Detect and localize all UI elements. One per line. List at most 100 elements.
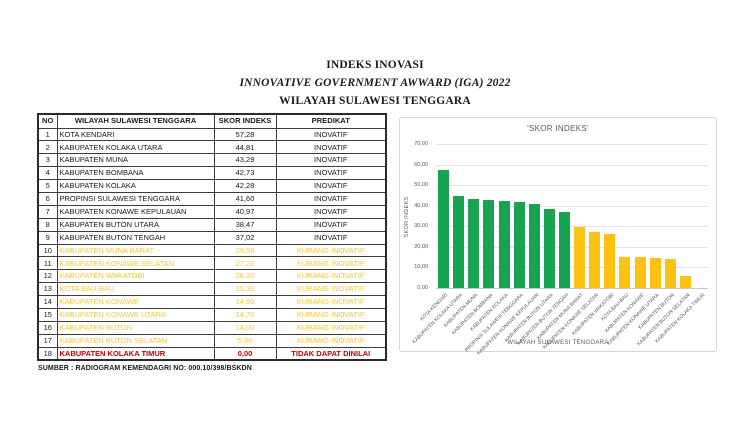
cell-predikat: KURANG INOVATIF [275,243,387,258]
table-row: 12 KABUPATEN WAKATOBI 26,30 KURANG INOVATIF [37,269,387,284]
table-row: 2 KABUPATEN KOLAKA UTARA 44,81 INOVATIF [37,140,387,155]
cell-no: 10 [37,243,58,258]
table-row: 14 KABUPATEN KONAWE 14,90 KURANG INOVATIF [37,295,387,309]
plot-area [436,144,708,289]
bar-kabupaten-buton-utara [543,208,555,288]
y-tick-label: 30,00 [414,223,428,230]
cell-predikat: INOVATIF [275,166,387,181]
bar-kabupaten-konawe-kepulauan [528,203,540,288]
cell-skor: 40,97 [213,204,277,219]
table-header-row: NO WILAYAH SULAWESI TENGGARA SKOR INDEKS… [37,113,387,129]
cell-skor: 37,02 [213,230,277,245]
cell-wilayah: KABUPATEN BUTON SELATAN [56,333,215,348]
bar-propinsi-sulawesi-tenggara [513,202,525,288]
gridline [436,144,708,145]
cell-predikat: INOVATIF [275,140,387,155]
chart-panel: 'SKOR INDEKS' SKOR INDEKS 0,00 10,00 20,00… [399,117,717,356]
y-tick-label: 10,00 [414,264,428,271]
cell-no: 5 [37,179,58,193]
cell-skor: 42,28 [213,179,277,193]
cell-wilayah: KABUPATEN KOLAKA [56,179,215,193]
cell-wilayah: KABUPATEN KONAWE SELATAN [56,256,215,271]
cell-no: 3 [37,153,58,168]
header-skor: SKOR INDEKS [213,113,277,129]
cell-wilayah: KABUPATEN BUTON [56,320,215,335]
cell-no: 14 [37,295,58,309]
cell-wilayah: KABUPATEN KOLAKA TIMUR [56,346,215,361]
document-title: INDEKS INOVASI INNOVATIVE GOVERNMENT AWW… [0,57,750,110]
cell-wilayah: KOTA BAU-BAU [56,282,215,297]
cell-skor: 41,60 [213,191,277,206]
bar-kabupaten-konawe-utara [649,257,661,288]
cell-no: 17 [37,333,58,348]
cell-predikat: KURANG INOVATIF [275,256,387,271]
bar-kabupaten-wakatobi [604,233,616,288]
y-tick-label: 60,00 [414,161,428,168]
gridline [436,185,708,187]
cell-no: 7 [37,204,58,219]
cell-wilayah: KABUPATEN BOMBANA [56,166,215,181]
table-row: 4 KABUPATEN BOMBANA 42,73 INOVATIF [37,166,387,181]
cell-wilayah: KABUPATEN MUNA [56,153,215,168]
bar-kabupaten-konawe [634,257,646,288]
table-row: 17 KABUPATEN BUTON SELATAN 5,80 KURANG INOV… [37,333,387,348]
table-row: 8 KABUPATEN BUTON UTARA 38,47 INOVATIF [37,217,387,232]
x-axis-title: WILAYAH SULAWESI TENGGARA [507,340,609,346]
title-line-1: INDEKS INOVASI [326,59,424,71]
cell-skor: 14,00 [213,320,277,335]
skor-indeks-table: NO WILAYAH SULAWESI TENGGARA SKOR INDEKS… [37,113,387,362]
table-row: 11 KABUPATEN KONAWE SELATAN 27,20 KURANG IN… [37,256,387,271]
gridline [436,164,708,166]
y-tick-label: 20,00 [414,243,428,250]
cell-predikat: KURANG INOVATIF [275,269,387,284]
y-tick-label: 70,00 [414,141,428,147]
source-note: SUMBER : RADIOGRAM KEMENDAGRI NO: 000.10… [38,365,252,372]
cell-no: 15 [37,307,58,322]
cell-wilayah: KABUPATEN BUTON TENGAH [56,230,215,245]
cell-skor: 27,20 [213,256,277,271]
gridline [436,267,708,269]
table-row: 1 KOTA KENDARI 57,28 INOVATIF [37,127,387,142]
cell-predikat: INOVATIF [275,127,387,142]
gridline [436,246,708,248]
cell-wilayah: PROPINSI SULAWESI TENGGARA [56,191,215,206]
title-line-2: INNOVATIVE GOVERNMENT AWWARD (IGA) 2022 [239,76,511,89]
table-row: 5 KABUPATEN KOLAKA 42,28 INOVATIF [37,179,387,193]
bar-kabupaten-buton [664,259,676,288]
cell-skor: 0,00 [213,346,277,361]
cell-predikat: KURANG INOVATIF [275,320,387,335]
bar-kabupaten-muna-barat [574,227,586,288]
cell-no: 11 [37,256,58,271]
cell-wilayah: KABUPATEN BUTON UTARA [56,217,215,232]
cell-predikat: INOVATIF [275,204,387,219]
cell-predikat: INOVATIF [275,179,387,193]
gridline [436,226,708,228]
bar-kabupaten-bombana [483,200,495,288]
cell-skor: 57,28 [213,127,277,142]
gridline [436,205,708,207]
cell-wilayah: KABUPATEN KONAWE KEPULAUAN [56,204,215,219]
bar-kabupaten-buton-selatan [679,276,691,288]
bar-kabupaten-muna [468,198,480,288]
table-row: 18 KABUPATEN KOLAKA TIMUR 0,00 TIDAK DAPAT … [37,346,387,361]
header-no: NO [37,113,58,129]
cell-no: 9 [37,230,58,245]
table-row: 10 KABUPATEN MUNA BARAT 29,56 KURANG INOVAT… [37,243,387,258]
cell-wilayah: KABUPATEN MUNA BARAT [56,243,215,258]
y-tick-label: 40,00 [414,202,428,209]
cell-skor: 43,29 [213,153,277,168]
cell-no: 16 [37,320,58,335]
cell-skor: 26,30 [213,269,277,284]
cell-no: 6 [37,191,58,206]
header-wilayah: WILAYAH SULAWESI TENGGARA [56,113,215,129]
table-row: 9 KABUPATEN BUTON TENGAH 37,02 INOVATIF [37,230,387,245]
cell-wilayah: KABUPATEN KONAWE [56,295,215,309]
bar-kabupaten-kolaka [498,201,510,288]
cell-predikat: TIDAK DAPAT DINILAI [275,346,387,361]
table-row: 7 KABUPATEN KONAWE KEPULAUAN 40,97 INOVATIF [37,204,387,219]
chart-title: 'SKOR INDEKS' [527,124,589,133]
table-body: 1 KOTA KENDARI 57,28 INOVATIF 2 KABUPATEN KOL… [37,127,387,361]
cell-wilayah: KABUPATEN WAKATOBI [56,269,215,284]
cell-no: 2 [37,140,58,155]
table-row: 3 KABUPATEN MUNA 43,29 INOVATIF [37,153,387,168]
